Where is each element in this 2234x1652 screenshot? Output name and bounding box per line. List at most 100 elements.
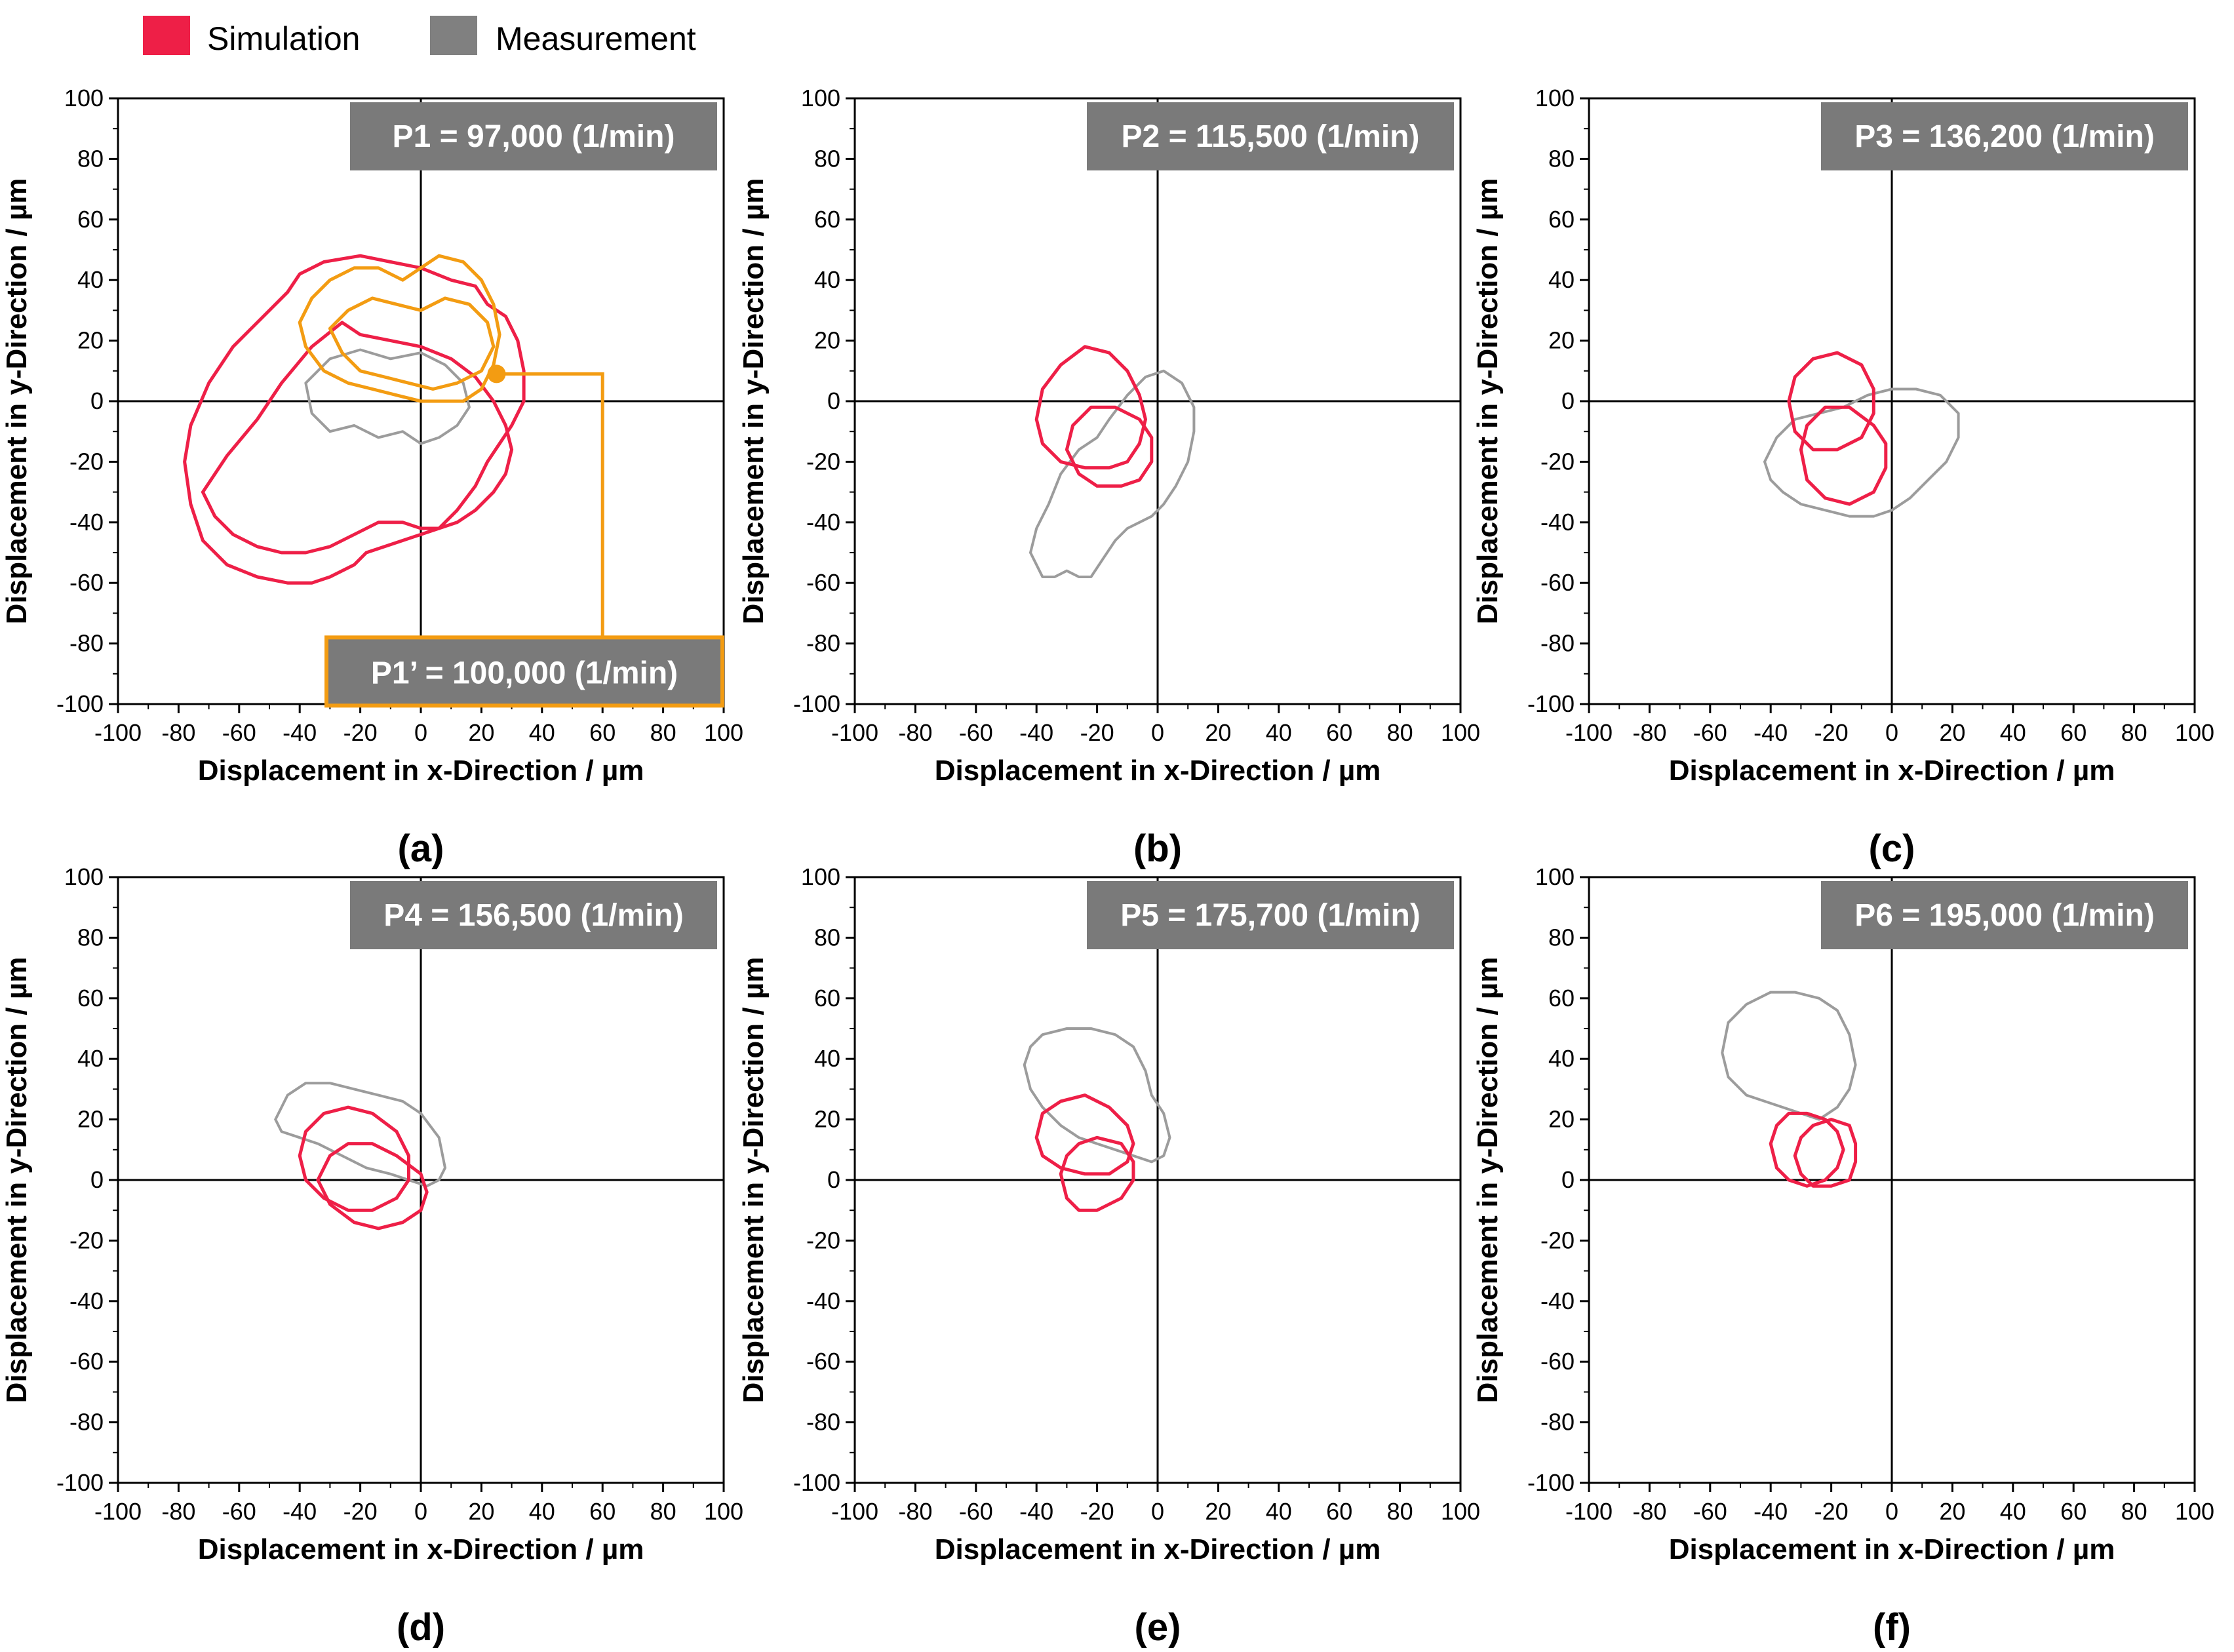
y-tick-label: 100 [801, 85, 840, 111]
panel-label: (c) [1869, 827, 1915, 870]
x-tick-label: 100 [1441, 1498, 1480, 1525]
x-tick-label: -20 [343, 719, 378, 746]
x-tick-label: 0 [414, 719, 427, 746]
y-tick-label: 0 [827, 387, 840, 414]
x-tick-label: 40 [1266, 1498, 1292, 1525]
x-tick-label: 40 [2000, 719, 2026, 746]
y-tick-label: -100 [1527, 1469, 1575, 1496]
legend-swatch-simulation [143, 16, 190, 55]
annotation-box [1087, 102, 1454, 170]
x-tick-label: -40 [283, 1498, 317, 1525]
y-axis-label: Displacement in y-Direction / µm [737, 957, 770, 1404]
x-tick-label: -20 [1814, 1498, 1849, 1525]
y-tick-label: -80 [69, 630, 104, 657]
x-tick-label: 60 [1326, 719, 1352, 746]
x-tick-label: -20 [1080, 1498, 1114, 1525]
x-tick-label: -80 [161, 719, 195, 746]
y-tick-label: 0 [1561, 387, 1575, 414]
annotation-box [350, 881, 717, 949]
y-tick-label: -40 [1540, 509, 1575, 536]
x-tick-label: -80 [898, 719, 932, 746]
p1prime-annotation-box [324, 635, 724, 708]
y-tick-label: 100 [64, 863, 104, 890]
x-tick-label: 80 [1387, 719, 1413, 746]
panels: -100 -80 -60 -40 -20 0 20 40 60 80 100 -100 -80 -60 -4… [1, 85, 2214, 1649]
x-tick-label: -100 [1565, 719, 1613, 746]
x-tick-label: 40 [529, 719, 555, 746]
series-line-measurement [1029, 369, 1196, 578]
p1prime-annotation: P1’ = 100,000 (1/min) [371, 656, 678, 690]
x-tick-label: 20 [1939, 1498, 1965, 1525]
y-tick-label: 0 [1561, 1166, 1575, 1193]
x-tick-label: -20 [1814, 719, 1849, 746]
y-tick-label: -20 [1540, 448, 1575, 475]
y-tick-label: -60 [806, 569, 840, 596]
y-tick-label: 0 [90, 1166, 104, 1193]
x-tick-label: 80 [2121, 1498, 2147, 1525]
x-tick-label: -100 [831, 719, 878, 746]
y-tick-label: 40 [814, 1045, 840, 1072]
y-tick-label: 20 [1548, 1106, 1575, 1133]
chart-panel-1: -100 -80 -60 -40 -20 0 20 40 60 80 100 -100 -80 -60 -4… [1, 85, 743, 870]
x-axis-label: Displacement in x-Direction / µm [198, 1533, 644, 1565]
y-tick-label: -100 [1527, 690, 1575, 717]
y-tick-label: -40 [69, 1288, 104, 1314]
series-line-measurement [304, 348, 471, 445]
y-tick-label: 60 [1548, 206, 1575, 233]
speed-annotation: P6 = 195,000 (1/min) [1854, 898, 2155, 933]
chart-panel-6: -100 -80 -60 -40 -20 0 20 40 60 80 100 -100 -80 -60 -4… [1472, 863, 2214, 1649]
y-tick-label: -80 [806, 1409, 840, 1436]
x-tick-label: -100 [1565, 1498, 1613, 1525]
x-tick-label: 80 [1387, 1498, 1413, 1525]
y-tick-label: -40 [806, 509, 840, 536]
series-line-simulation [201, 321, 514, 555]
chart-panel-2: -100 -80 -60 -40 -20 0 20 40 60 80 100 -100 -80 -60 -4… [737, 85, 1480, 870]
x-tick-label: -60 [1693, 1498, 1727, 1525]
y-tick-label: 80 [814, 924, 840, 951]
x-tick-label: -80 [161, 1498, 195, 1525]
y-tick-label: -40 [1540, 1288, 1575, 1314]
series-line-measurement [1721, 991, 1857, 1121]
x-tick-label: 100 [2175, 1498, 2214, 1525]
y-tick-label: -80 [1540, 630, 1575, 657]
series-line-simulation [298, 1105, 410, 1212]
y-tick-label: 80 [77, 924, 104, 951]
panel-label: (a) [398, 827, 444, 870]
series-line-simulation [1034, 345, 1147, 470]
x-tick-label: 0 [1885, 1498, 1898, 1525]
y-tick-label: 20 [814, 327, 840, 354]
speed-annotation: P2 = 115,500 (1/min) [1122, 119, 1420, 154]
y-tick-label: 20 [1548, 327, 1575, 354]
x-tick-label: -60 [222, 719, 256, 746]
y-tick-label: 100 [64, 85, 104, 111]
x-tick-label: 40 [2000, 1498, 2026, 1525]
x-tick-label: -100 [831, 1498, 878, 1525]
y-tick-label: 100 [1535, 85, 1575, 111]
x-axis-label: Displacement in x-Direction / µm [935, 755, 1381, 787]
panel-label: (f) [1873, 1606, 1911, 1649]
series-line-simulation [1059, 1135, 1135, 1212]
x-tick-label: 60 [2060, 719, 2087, 746]
series-line-p1- [298, 254, 501, 403]
y-axis-label: Displacement in y-Direction / µm [1, 178, 33, 625]
x-tick-label: 80 [650, 1498, 676, 1525]
x-tick-label: 60 [2060, 1498, 2087, 1525]
x-tick-label: 20 [468, 719, 494, 746]
y-axis-label: Displacement in y-Direction / µm [1472, 957, 1504, 1404]
x-tick-label: -60 [222, 1498, 256, 1525]
p1prime-marker [487, 364, 506, 384]
y-tick-label: 20 [814, 1106, 840, 1133]
series-line-simulation [1793, 1118, 1858, 1188]
series-line-simulation [316, 1142, 429, 1230]
y-tick-label: -40 [69, 509, 104, 536]
x-tick-label: -20 [1080, 719, 1114, 746]
y-tick-label: -100 [56, 690, 104, 717]
legend: Simulation Measurement [143, 16, 696, 57]
y-tick-label: -20 [806, 448, 840, 475]
x-axis-label: Displacement in x-Direction / µm [935, 1533, 1381, 1565]
x-tick-label: -80 [898, 1498, 932, 1525]
panel-label: (b) [1133, 827, 1182, 870]
chart-panel-4: -100 -80 -60 -40 -20 0 20 40 60 80 100 -100 -80 -60 -4… [1, 863, 743, 1649]
y-tick-label: -60 [1540, 1348, 1575, 1375]
